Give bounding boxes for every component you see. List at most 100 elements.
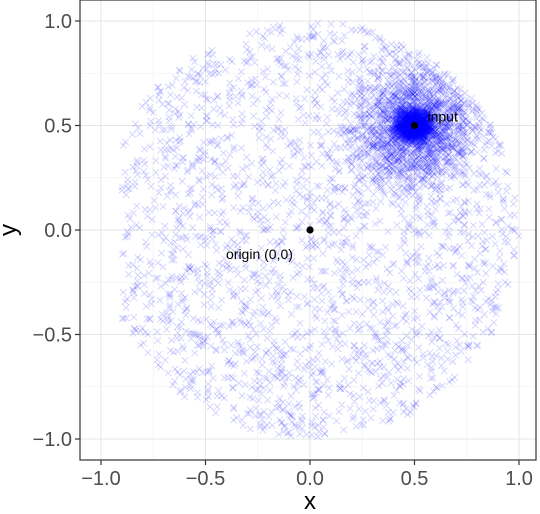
scatter-point <box>363 65 371 73</box>
scatter-point <box>397 41 405 49</box>
scatter-point <box>204 61 212 69</box>
scatter-point <box>398 121 406 129</box>
scatter-point <box>219 168 227 176</box>
scatter-point <box>393 165 401 173</box>
scatter-point <box>360 47 368 55</box>
scatter-point <box>376 161 384 169</box>
scatter-point <box>317 133 325 141</box>
scatter-point <box>413 128 421 136</box>
scatter-point <box>285 256 293 264</box>
scatter-point <box>410 132 418 140</box>
scatter-point <box>446 314 454 322</box>
scatter-point <box>422 182 430 190</box>
scatter-point <box>464 356 472 364</box>
scatter-point <box>405 89 413 97</box>
scatter-point <box>395 122 403 130</box>
scatter-point <box>422 131 430 139</box>
scatter-point <box>396 81 404 89</box>
scatter-point <box>234 245 242 253</box>
scatter-point <box>385 96 393 104</box>
scatter-point <box>340 216 348 224</box>
scatter-point <box>374 170 382 178</box>
scatter-point <box>365 111 373 119</box>
scatter-point <box>371 143 379 151</box>
scatter-point <box>220 394 228 402</box>
scatter-point <box>319 250 327 258</box>
scatter-point <box>315 115 323 123</box>
scatter-point <box>421 134 429 142</box>
scatter-point <box>349 58 357 66</box>
scatter-point <box>287 392 295 400</box>
scatter-point <box>390 123 398 131</box>
scatter-point <box>403 125 411 133</box>
scatter-point <box>366 111 374 119</box>
scatter-point <box>373 158 381 166</box>
scatter-point <box>422 125 430 133</box>
scatter-point <box>119 250 127 258</box>
scatter-point <box>402 121 410 129</box>
scatter-point <box>460 228 468 237</box>
scatter-point <box>434 108 442 116</box>
scatter-point <box>349 154 357 162</box>
scatter-point <box>297 103 305 111</box>
scatter-point <box>389 125 397 133</box>
scatter-point <box>409 129 417 137</box>
scatter-point <box>324 288 332 296</box>
scatter-point <box>402 135 410 143</box>
scatter-point <box>399 380 407 388</box>
scatter-point <box>166 301 174 309</box>
scatter-point <box>181 294 189 302</box>
scatter-point <box>379 109 387 117</box>
scatter-point <box>383 168 391 176</box>
scatter-point <box>326 206 334 214</box>
scatter-point <box>365 28 373 36</box>
scatter-point <box>405 112 413 120</box>
scatter-point <box>273 249 281 257</box>
scatter-point <box>168 250 176 258</box>
scatter-point <box>428 104 436 112</box>
scatter-point <box>402 127 410 135</box>
scatter-point <box>457 97 465 105</box>
scatter-point <box>389 107 397 115</box>
scatter-point <box>388 300 396 308</box>
scatter-point <box>460 170 468 178</box>
scatter-point <box>271 269 279 277</box>
scatter-point <box>323 217 331 225</box>
scatter-point <box>209 51 217 59</box>
scatter-point <box>464 100 472 108</box>
scatter-point <box>259 168 267 176</box>
scatter-point <box>387 136 395 144</box>
scatter-point <box>412 107 420 115</box>
scatter-point <box>222 157 230 165</box>
scatter-point <box>423 169 432 177</box>
scatter-point <box>439 155 447 163</box>
scatter-point <box>360 110 368 118</box>
scatter-point <box>389 111 397 119</box>
scatter-point <box>385 110 393 118</box>
scatter-point <box>376 151 384 159</box>
scatter-point <box>376 121 384 129</box>
scatter-point <box>396 110 404 118</box>
scatter-point <box>453 131 461 139</box>
scatter-point <box>396 134 404 142</box>
scatter-point <box>445 112 453 120</box>
scatter-point <box>420 115 428 123</box>
scatter-point <box>258 416 266 424</box>
scatter-point <box>432 97 440 105</box>
scatter-point <box>393 85 401 93</box>
scatter-point <box>311 305 319 313</box>
scatter-point <box>403 127 411 135</box>
scatter-point <box>404 112 412 120</box>
scatter-point <box>363 208 371 216</box>
scatter-point <box>164 162 172 170</box>
scatter-point <box>391 136 399 144</box>
scatter-point <box>375 97 383 105</box>
scatter-point <box>410 113 418 121</box>
scatter-point <box>396 132 404 140</box>
scatter-point <box>445 378 454 386</box>
scatter-point <box>375 382 383 390</box>
scatter-point <box>422 127 430 135</box>
scatter-point <box>215 259 223 267</box>
scatter-point <box>178 234 186 242</box>
scatter-point <box>299 262 307 270</box>
